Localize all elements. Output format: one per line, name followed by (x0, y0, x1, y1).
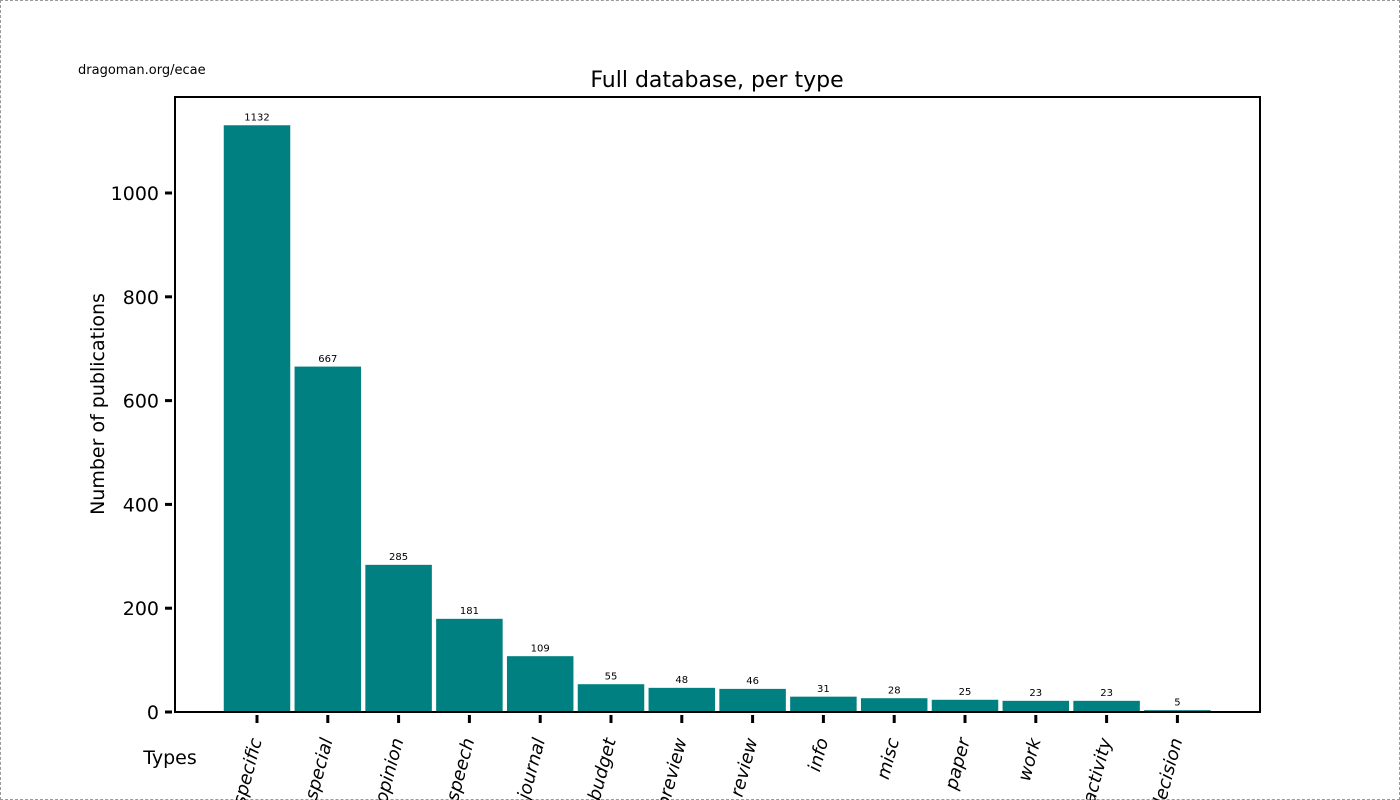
bar-value-label: 25 (959, 687, 972, 698)
y-tick-label: 200 (123, 598, 159, 620)
bar-value-label: 181 (460, 606, 479, 617)
bar (1071, 699, 1142, 713)
source-note: dragoman.org/ecae (78, 63, 206, 78)
plot-frame (174, 96, 1261, 713)
chart-title: Full database, per type (590, 68, 843, 93)
bar (363, 563, 434, 713)
bar-value-label: 28 (888, 685, 901, 696)
x-tick-label: preview (653, 736, 692, 800)
x-tick-label: journal (513, 736, 550, 800)
bar (930, 698, 1000, 713)
bar (434, 617, 505, 713)
bar (717, 687, 788, 713)
bar (505, 654, 575, 713)
x-axis-label: Types (142, 747, 197, 769)
bar-value-label: 31 (817, 684, 830, 695)
x-tick-label: speech (442, 736, 479, 800)
x-tick-label: work (1014, 734, 1046, 783)
y-tick-label: 0 (147, 702, 159, 724)
y-tick-label: 800 (123, 287, 159, 309)
bar-value-label: 55 (605, 671, 618, 682)
bar-value-label: 48 (675, 675, 688, 686)
bar-value-label: 667 (318, 354, 337, 365)
x-tick-label: budget (584, 735, 621, 800)
y-tick-label: 600 (123, 391, 159, 413)
x-tick-label: info (804, 736, 833, 774)
bar (293, 365, 363, 713)
bar-value-label: 23 (1029, 688, 1042, 699)
bar-value-label: 109 (531, 643, 550, 654)
x-tick-label: special (301, 736, 338, 800)
bar (647, 686, 717, 713)
bar (576, 682, 646, 713)
y-tick-label: 400 (123, 494, 159, 516)
bar-value-label: 5 (1174, 697, 1180, 708)
bar (1001, 699, 1071, 713)
x-tick-label: review (727, 736, 763, 800)
bar (788, 695, 859, 713)
x-tick-label: paper (941, 734, 976, 793)
x-tick-label: decision (1148, 736, 1187, 800)
x-tick-label: specific (229, 736, 267, 800)
bar-value-label: 285 (389, 552, 408, 563)
y-axis-label: Number of publications (87, 293, 109, 515)
x-tick-label: opinion (371, 736, 408, 800)
y-tick-label: 1000 (111, 183, 159, 205)
x-tick-label: misc (873, 736, 904, 782)
bar (222, 123, 292, 713)
bar-value-label: 1132 (244, 113, 269, 124)
x-tick-label: activity (1079, 736, 1117, 800)
bar (859, 696, 929, 713)
bar-value-label: 23 (1100, 688, 1113, 699)
bar-value-label: 46 (746, 676, 759, 687)
